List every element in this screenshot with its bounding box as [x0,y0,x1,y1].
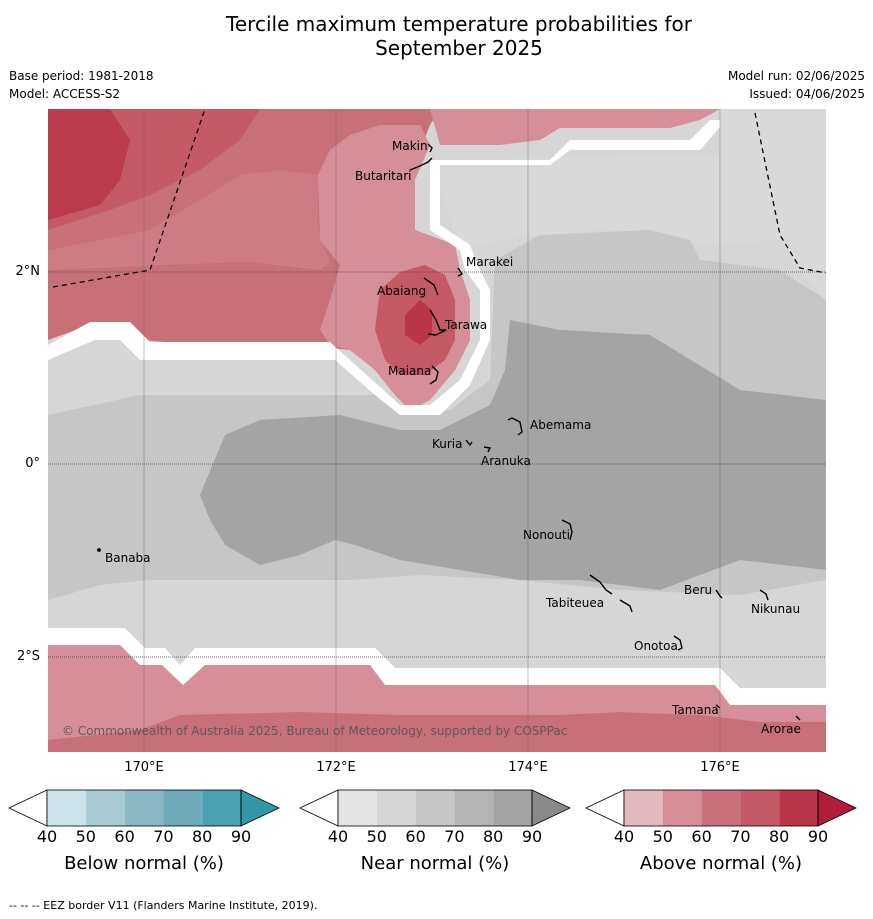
title-line-2: September 2025 [375,36,543,60]
colorbar-outline [337,789,533,827]
colorbar-segment [701,790,741,826]
colorbar-tick-label: 40 [613,827,635,846]
graticule [143,109,721,752]
colorbar-tick-label: 60 [405,827,426,846]
model-run: Model run: 02/06/2025 [727,69,865,83]
place-label-tarawa: Tarawa [445,318,488,332]
colorbar-segment [662,790,702,826]
metadata-left: Base period: 1981-2018 Model: ACCESS-S2 [9,67,154,103]
place-label-onotoa: Onotoa [634,639,678,653]
longitude-label-176e: 176°E [700,760,740,775]
colorbar-high-extend [240,789,280,827]
colorbar-tick-label: 40 [327,827,349,846]
place-label-nonouti: Nonouti [523,528,570,542]
place-label-abaiang: Abaiang [377,284,427,298]
longitude-label-172e: 172°E [316,760,356,775]
colorbar-tick-label: 60 [691,827,712,846]
colorbar-segment [779,790,818,826]
issued-date: Issued: 04/06/2025 [749,87,865,101]
colorbar-tick-label: 50 [366,827,387,846]
colorbar-segment [163,790,203,826]
colorbar-tick-label: 60 [114,827,135,846]
colorbars [8,789,857,827]
latitude-label-0: 0° [25,456,40,471]
colorbar-high-extend [817,789,857,827]
colorbar-label-above: Above normal (%) [639,853,803,874]
place-label-maiana: Maiana [388,364,432,378]
colorbar-tick-label: 70 [153,827,174,846]
colorbar-segment [338,790,377,826]
title-line-1: Tercile maximum temperature probabilitie… [226,12,692,36]
colorbar-below-normal [8,789,280,827]
colorbar-tick-label: 40 [36,827,58,846]
colorbar-segment [740,790,780,826]
colorbar-low-extend [585,789,625,827]
metadata-right: Model run: 02/06/2025 Issued: 04/06/2025 [728,67,865,103]
colorbar-segment [376,790,416,826]
colorbar-label-below: Below normal (%) [64,853,224,874]
island-shapes [97,143,801,721]
place-label-tamana: Tamana [672,703,719,717]
map-title: Tercile maximum temperature probabilitie… [0,12,873,60]
colorbar-outline [46,789,242,827]
colorbar-tick-label: 50 [75,827,96,846]
colorbar-tick-label: 80 [192,827,213,846]
place-label-marakei: Marakei [466,255,514,269]
colorbar-tick-label: 80 [483,827,504,846]
probability-fill [48,109,826,752]
longitude-label-174e: 174°E [508,760,548,775]
colorbar-tick-label: 70 [444,827,465,846]
colorbar-outline [623,789,819,827]
place-label-tabiteuea: Tabiteuea [546,596,605,610]
colorbar-tick-label: 50 [652,827,673,846]
base-period: Base period: 1981-2018 [9,69,154,83]
colorbar-segment [415,790,455,826]
latitude-label-2n: 2°N [15,264,41,279]
colorbar-tick-label: 70 [730,827,751,846]
colorbar-segment [493,790,532,826]
colorbar-label-near: Near normal (%) [360,853,510,874]
copyright-notice: © Commonwealth of Australia 2025, Bureau… [62,724,568,738]
colorbar-low-extend [8,789,48,827]
latitude-gridlines [48,271,826,658]
place-label-butaritari: Butaritari [355,169,412,183]
colorbar-tick-label: 90 [230,827,252,846]
colorbar-segment [47,790,86,826]
place-label-banaba: Banaba [105,551,151,565]
place-label-kuria: Kuria [432,437,463,451]
colorbar-segment [202,790,241,826]
place-label-makin: Makin [392,139,428,153]
model-name: Model: ACCESS-S2 [9,87,121,101]
place-label-arorae: Arorae [761,722,801,736]
place-label-abemama: Abemama [530,418,592,432]
colorbar-segment [85,790,125,826]
colorbar-near-normal [299,789,571,827]
colorbar-tick-label: 80 [769,827,790,846]
place-label-nikunau: Nikunau [751,602,801,616]
colorbar-tick-label: 90 [521,827,543,846]
colorbar-segment [454,790,494,826]
colorbar-above-normal [585,789,857,827]
colorbar-tick-label: 90 [807,827,829,846]
eez-border [52,108,827,288]
colorbar-high-extend [531,789,571,827]
colorbar-low-extend [299,789,339,827]
footer-eez-note: -- -- -- EEZ border V11 (Flanders Marine… [9,899,318,912]
place-label-aranuka: Aranuka [481,454,531,468]
colorbar-segment [124,790,164,826]
place-label-beru: Beru [684,583,713,597]
colorbar-segment [624,790,663,826]
longitude-label-170e: 170°E [124,760,164,775]
latitude-label-2s: 2°S [16,649,40,664]
